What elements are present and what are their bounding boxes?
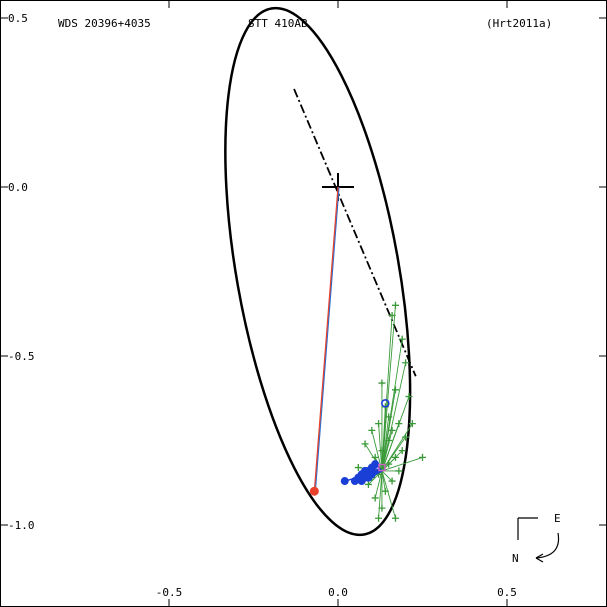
green-observation-point — [375, 514, 383, 522]
y-tick-label: -0.5 — [8, 350, 35, 363]
residual-line — [381, 470, 393, 482]
residual-line — [368, 470, 383, 485]
y-tick-label: -1.0 — [8, 519, 35, 532]
residual-line — [378, 470, 383, 519]
orbit-ellipse — [224, 6, 412, 537]
position-connector — [313, 186, 339, 492]
residual-line — [381, 416, 390, 471]
observations-layer — [309, 301, 426, 522]
x-tick-label: -0.5 — [156, 586, 183, 599]
green-observation-point — [354, 464, 362, 472]
green-observation-point — [378, 379, 386, 387]
green-observation-point — [371, 494, 379, 502]
green-observation-point — [364, 480, 372, 488]
y-tick-label: 0.5 — [8, 12, 28, 25]
residual-line — [378, 423, 383, 471]
red-position-marker — [309, 486, 319, 496]
green-observation-point — [398, 447, 406, 455]
green-observation-point — [395, 420, 403, 428]
compass-arrow-icon — [535, 532, 560, 559]
predicted-connector — [314, 186, 340, 492]
green-observation-point — [388, 426, 396, 434]
green-observation-point — [419, 453, 426, 461]
residual-line — [381, 423, 413, 472]
green-observation-point — [391, 301, 399, 309]
residual-line — [381, 423, 400, 472]
compass-east-arm — [517, 517, 538, 540]
compass-arrowhead-icon — [535, 553, 544, 563]
blue-observation-point — [340, 477, 349, 486]
blue-residual-line — [344, 470, 383, 482]
green-observation-point — [385, 413, 393, 421]
blue-open-observation-point — [381, 399, 390, 408]
residual-line — [381, 470, 396, 519]
green-observation-point — [395, 467, 403, 475]
green-observation-point — [391, 386, 399, 394]
green-observation-point — [405, 393, 413, 401]
compass-east-label: E — [554, 512, 561, 525]
residual-line — [381, 406, 386, 471]
header-center: STT 410AB — [248, 17, 308, 30]
green-observation-point — [375, 420, 383, 428]
compass-north-label: N — [512, 552, 519, 565]
blue-observation-point — [371, 460, 380, 469]
y-tick-label: 0.0 — [8, 181, 28, 194]
green-observation-point — [361, 440, 369, 448]
header-left: WDS 20396+4035 — [58, 17, 151, 30]
residual-line — [381, 440, 390, 472]
green-observation-point — [398, 335, 406, 343]
green-observation-point — [368, 426, 376, 434]
residual-line — [381, 305, 396, 471]
green-observation-point — [391, 514, 399, 522]
line-of-nodes — [293, 88, 417, 377]
residual-line — [381, 456, 423, 472]
orbit-layer — [224, 6, 417, 537]
green-observation-point — [388, 477, 396, 485]
magenta-observation-point — [378, 463, 386, 472]
x-tick-label: 0.0 — [328, 586, 348, 599]
green-observation-point — [385, 437, 393, 444]
residual-line — [374, 470, 383, 499]
header-right: (Hrt2011a) — [486, 17, 552, 30]
compass: E N — [512, 512, 561, 565]
green-observation-point — [408, 420, 416, 428]
green-observation-point — [402, 359, 410, 367]
x-tick-label: 0.5 — [497, 586, 517, 599]
